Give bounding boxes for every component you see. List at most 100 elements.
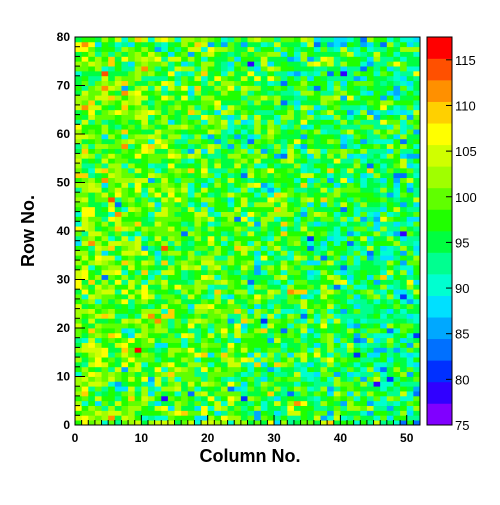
heatmap-cell (187, 347, 195, 353)
heatmap-cell (347, 395, 355, 402)
heatmap-cell (373, 187, 381, 193)
heatmap-cell (128, 85, 136, 91)
heatmap-cell (247, 153, 255, 159)
heatmap-cell (121, 158, 129, 164)
heatmap-cell (240, 357, 248, 363)
heatmap-cell (347, 415, 355, 421)
heatmap-cell (300, 153, 308, 159)
heatmap-cell (207, 231, 215, 237)
heatmap-cell (181, 284, 189, 290)
heatmap-cell (307, 405, 315, 411)
heatmap-cell (267, 197, 275, 203)
heatmap-cell (194, 235, 202, 242)
heatmap-cell (353, 192, 361, 198)
heatmap-cell (174, 70, 182, 77)
heatmap-cell (254, 95, 262, 101)
heatmap-cell (174, 153, 182, 159)
heatmap-cell (347, 294, 355, 300)
heatmap-cell (380, 163, 388, 169)
heatmap-cell (108, 114, 116, 120)
heatmap-cell (360, 109, 368, 115)
heatmap-cell (267, 255, 275, 261)
heatmap-cell (353, 332, 361, 339)
heatmap-cell (254, 264, 262, 271)
heatmap-cell (88, 274, 96, 280)
heatmap-cell (413, 109, 421, 115)
heatmap-cell (227, 85, 235, 91)
heatmap-cell (293, 410, 301, 416)
heatmap-cell (174, 294, 182, 300)
heatmap-cell (406, 114, 414, 120)
heatmap-cell (347, 129, 355, 135)
heatmap-cell (214, 172, 222, 179)
heatmap-cell (75, 279, 83, 285)
heatmap-cell (313, 206, 321, 212)
heatmap-cell (313, 357, 321, 363)
heatmap-cell (260, 347, 268, 353)
heatmap-cell (81, 85, 89, 91)
heatmap-cell (406, 240, 414, 246)
heatmap-cell (81, 279, 89, 285)
heatmap-cell (194, 75, 202, 82)
heatmap-cell (227, 391, 235, 397)
heatmap-cell (134, 187, 142, 193)
heatmap-cell (220, 158, 228, 164)
heatmap-cell (327, 56, 335, 62)
heatmap-cell (260, 85, 268, 91)
heatmap-cell (300, 264, 308, 271)
heatmap-cell (333, 114, 341, 120)
heatmap-cell (207, 216, 215, 222)
heatmap-cell (287, 85, 295, 91)
heatmap-cell (254, 240, 262, 246)
heatmap-cell (207, 391, 215, 397)
heatmap-cell (254, 90, 262, 96)
heatmap-cell (201, 129, 209, 135)
heatmap-cell (181, 260, 189, 266)
heatmap-cell (167, 70, 175, 77)
heatmap-cell (227, 80, 235, 86)
heatmap-cell (75, 192, 83, 198)
heatmap-cell (267, 395, 275, 402)
heatmap-cell (260, 206, 268, 212)
heatmap-cell (347, 323, 355, 329)
heatmap-cell (400, 405, 408, 411)
heatmap-cell (134, 70, 142, 77)
heatmap-cell (413, 240, 421, 246)
heatmap-cell (207, 264, 215, 271)
heatmap-cell (327, 75, 335, 82)
heatmap-cell (333, 337, 341, 343)
heatmap-cell (393, 255, 401, 261)
heatmap-cell (101, 323, 109, 329)
heatmap-cell (386, 366, 394, 373)
heatmap-cell (353, 264, 361, 271)
heatmap-cell (307, 104, 315, 111)
heatmap-cell (234, 37, 242, 43)
heatmap-cell (287, 395, 295, 402)
heatmap-cell (214, 187, 222, 193)
heatmap-cell (220, 274, 228, 280)
heatmap-cell (227, 415, 235, 421)
heatmap-cell (393, 109, 401, 115)
heatmap-cell (287, 80, 295, 86)
heatmap-cell (240, 114, 248, 120)
heatmap-cell (108, 420, 116, 426)
heatmap-cell (333, 197, 341, 203)
heatmap-cell (340, 216, 348, 222)
heatmap-cell (307, 216, 315, 222)
heatmap-cell (147, 138, 156, 145)
heatmap-cell (167, 395, 175, 402)
heatmap-cell (194, 182, 202, 188)
heatmap-cell (134, 56, 142, 62)
heatmap-cell (121, 391, 129, 397)
heatmap-cell (373, 80, 381, 86)
heatmap-cell (128, 337, 136, 343)
heatmap-cell (406, 138, 414, 145)
heatmap-cell (101, 400, 109, 406)
heatmap-cell (88, 211, 96, 217)
heatmap-cell (101, 51, 109, 57)
heatmap-cell (75, 167, 83, 174)
heatmap-cell (181, 240, 189, 246)
heatmap-cell (307, 158, 315, 164)
heatmap-cell (406, 357, 414, 363)
heatmap-cell (174, 342, 182, 348)
